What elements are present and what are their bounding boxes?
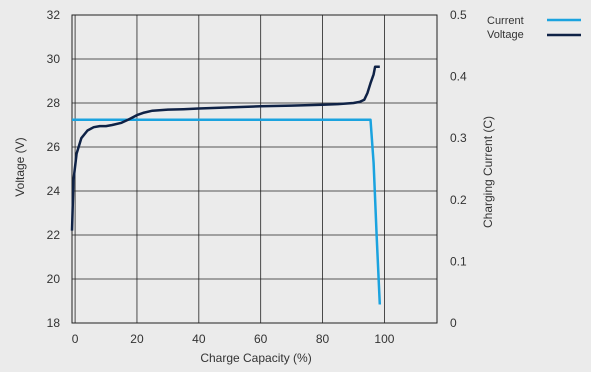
left-y-tick-label: 26: [47, 140, 61, 154]
left-y-axis-title: Voltage (V): [13, 137, 27, 196]
series-layer: [70, 65, 382, 305]
legend-label-voltage: Voltage: [487, 29, 524, 41]
right-y-tick-label: 0: [450, 316, 457, 330]
x-tick-label: 0: [72, 332, 79, 346]
left-y-tick-label: 30: [47, 52, 61, 66]
left-y-tick-label: 22: [47, 228, 61, 242]
right-y-tick-label: 0.5: [450, 8, 467, 22]
series-line-current: [72, 118, 382, 305]
left-y-tick-label: 28: [47, 96, 61, 110]
right-axis-ticks: 0 0.1 0.2 0.3 0.4 0.5: [450, 8, 467, 330]
series-line-voltage: [70, 65, 380, 231]
legend: Current Voltage: [487, 15, 581, 41]
left-y-tick-label: 18: [47, 316, 61, 330]
x-axis-ticks: 0 20 40 60 80 100: [72, 332, 395, 346]
right-y-tick-label: 0.3: [450, 131, 467, 145]
x-tick-label: 100: [374, 332, 394, 346]
x-tick-label: 20: [130, 332, 144, 346]
grid-layer: [72, 14, 437, 324]
x-tick-label: 60: [254, 332, 268, 346]
x-axis-title: Charge Capacity (%): [200, 351, 311, 365]
x-tick-label: 80: [316, 332, 330, 346]
left-y-tick-label: 20: [47, 272, 61, 286]
right-y-tick-label: 0.1: [450, 254, 467, 268]
plot-border: [71, 14, 438, 324]
right-y-tick-label: 0.4: [450, 70, 467, 84]
plot-frame: [71, 14, 438, 324]
legend-label-current: Current: [487, 15, 524, 27]
x-tick-label: 40: [192, 332, 206, 346]
right-y-tick-label: 0.2: [450, 193, 467, 207]
right-y-axis-title: Charging Current (C): [481, 116, 495, 228]
left-y-tick-label: 24: [47, 184, 61, 198]
left-y-tick-label: 32: [47, 8, 61, 22]
left-axis-ticks: 18 20 22 24 26 28 30 32: [47, 8, 61, 330]
